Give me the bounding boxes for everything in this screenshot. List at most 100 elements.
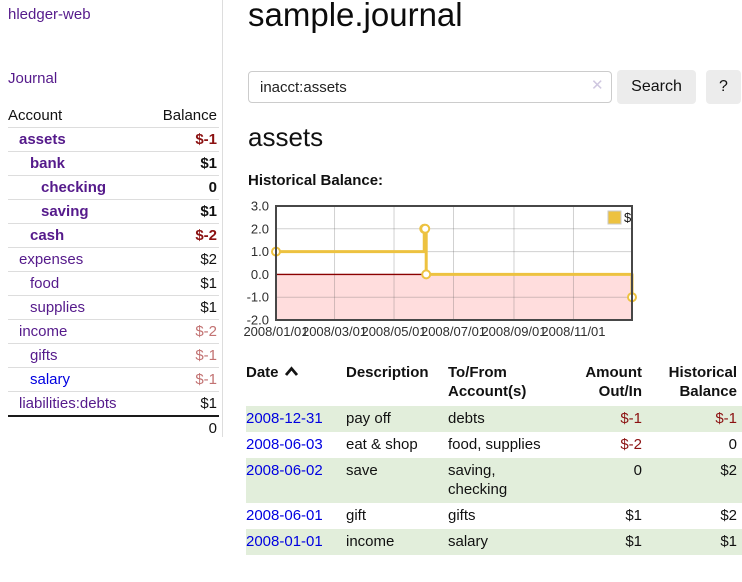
register-description-cell: gift [346,507,367,524]
register-description-cell: pay off [346,410,391,427]
account-row: supplies $1 [8,296,219,320]
register-accounts-cell: saving, checking [448,462,508,498]
sidebar-item-journal[interactable]: Journal [8,70,58,87]
account-balance: $-1 [195,371,217,388]
account-name-cell: cash [8,224,147,248]
register-balance-cell: $-1 [715,410,737,427]
accounts-total-row: 0 [8,416,219,440]
account-link[interactable]: salary [30,371,71,388]
account-link[interactable]: income [19,323,68,340]
register-balance-cell: $2 [720,462,737,479]
account-link[interactable]: assets [19,131,66,148]
register-accounts-cell: debts [448,410,485,427]
account-row: assets $-1 [8,128,219,152]
x-tick-label: 2008/11/01 [541,324,605,339]
transaction-date-link[interactable]: 2008-12-31 [246,410,323,427]
transaction-date-link[interactable]: 2008-01-01 [246,533,323,550]
account-balance: $1 [200,155,217,172]
register-date-cell: 2008-06-02 [246,458,346,503]
x-tick-label: 2008/05/01 [361,324,426,339]
account-name-cell: checking [8,176,147,200]
account-link[interactable]: cash [30,227,65,244]
account-row: salary $-1 [8,368,219,392]
account-name-cell: gifts [8,344,147,368]
register-amount-cell: $1 [625,533,642,550]
transaction-date-link[interactable]: 2008-06-02 [246,462,323,479]
account-row: cash $-2 [8,224,219,248]
register-header-row: Date Description To/From Account(s) Amou… [246,361,742,406]
register-date-cell: 2008-12-31 [246,406,346,432]
app-brand-link[interactable]: hledger-web [8,6,91,23]
account-row: income $-2 [8,320,219,344]
register-row: 2008-12-31 pay off debts $-1 $-1 [246,406,742,432]
y-tick-label: -2.0 [247,313,269,328]
account-row: bank $1 [8,152,219,176]
y-tick-label: 3.0 [251,199,269,214]
account-row: liabilities:debts $1 [8,392,219,416]
account-link[interactable]: bank [30,155,66,172]
accounts-total-value: 0 [208,420,217,437]
account-link[interactable]: supplies [30,299,86,316]
account-balance: 0 [208,179,217,196]
accounts-table: Account Balance assets $-1 bank $1 checking 0… [8,104,219,440]
x-tick-label: 2008/07/01 [421,324,486,339]
account-link[interactable]: expenses [19,251,84,268]
account-name-cell: salary [8,368,147,392]
register-header-description: Description [346,364,429,381]
account-name-cell: income [8,320,147,344]
account-link[interactable]: liabilities:debts [19,395,117,412]
register-header-accounts: To/From Account(s) [448,364,527,400]
account-name-cell: saving [8,200,147,224]
account-balance: $1 [200,395,217,412]
account-balance: $-1 [195,131,217,148]
account-balance: $1 [200,299,217,316]
register-amount-cell: 0 [633,462,642,479]
register-header-balance: Historical Balance [668,364,737,400]
register-date-cell: 2008-06-01 [246,503,346,529]
register-amount-cell: $-2 [620,436,642,453]
register-amount-cell: $1 [625,507,642,524]
x-tick-label: 2008/01/01 [243,324,308,339]
y-tick-label: 2.0 [251,221,269,236]
sort-ascending-icon [284,366,298,376]
y-tick-label: 1.0 [251,244,269,259]
register-accounts-cell: salary [448,533,489,550]
account-link[interactable]: gifts [30,347,58,364]
register-description-cell: save [346,462,378,479]
search-input[interactable] [248,71,612,103]
legend-swatch [607,210,622,225]
x-tick-label: 2008/03/01 [302,324,367,339]
transaction-date-link[interactable]: 2008-06-01 [246,507,323,524]
account-link[interactable]: food [30,275,60,292]
accounts-total-spacer [8,416,147,440]
account-heading: assets [248,122,324,152]
register-header-date-label: Date [246,364,279,381]
account-balance: $-2 [195,227,217,244]
chart-data-point [420,223,431,234]
chart-data-point [421,269,432,280]
help-button[interactable]: ? [706,70,741,104]
search-button[interactable]: Search [617,70,696,104]
register-amount-cell: $-1 [620,410,642,427]
register-row: 2008-06-03 eat & shop food, supplies $-2 0 [246,432,742,458]
register-table: Date Description To/From Account(s) Amou… [246,361,742,555]
account-row: gifts $-1 [8,344,219,368]
account-row: checking 0 [8,176,219,200]
account-name-cell: supplies [8,296,147,320]
clear-search-icon[interactable]: ✕ [591,77,604,94]
account-balance: $-2 [195,323,217,340]
account-link[interactable]: saving [41,203,89,220]
transaction-date-link[interactable]: 2008-06-03 [246,436,323,453]
register-date-cell: 2008-06-03 [246,432,346,458]
register-date-cell: 2008-01-01 [246,529,346,555]
account-link[interactable]: checking [41,179,107,196]
account-balance: $1 [200,203,217,220]
account-row: expenses $2 [8,248,219,272]
sidebar: hledger-web Journal Account Balance asse… [0,0,223,437]
register-balance-cell: $1 [720,533,737,550]
register-row: 2008-06-02 save saving, checking 0 $2 [246,458,742,503]
account-name-cell: assets [8,128,147,152]
account-balance: $1 [200,275,217,292]
legend-label: $ [624,210,632,225]
register-row: 2008-06-01 gift gifts $1 $2 [246,503,742,529]
